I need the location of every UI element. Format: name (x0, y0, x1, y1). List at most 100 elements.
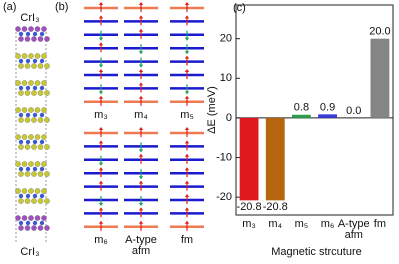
panel-label: (a) (3, 1, 16, 13)
atom-i (41, 26, 47, 32)
atom-cr (18, 139, 24, 145)
x-tick-label: fm (373, 218, 387, 230)
atom-i (24, 63, 31, 69)
atom-i (21, 188, 28, 194)
atom-cr (39, 58, 45, 64)
config-label: m₃ (94, 108, 108, 121)
x-tick-label: m₆ (320, 218, 335, 230)
atom-i (31, 144, 37, 150)
atom-i (21, 26, 28, 32)
atom-cr (39, 31, 45, 37)
atom-cr (39, 193, 45, 199)
atom-cr (32, 139, 38, 145)
atom-i (41, 107, 47, 113)
atom-i (44, 171, 50, 177)
value-label: 0.9 (320, 101, 335, 113)
spin-head (138, 149, 144, 153)
atom-i (34, 107, 41, 113)
atom-cr (25, 58, 31, 64)
spin-head (98, 180, 104, 184)
bar (318, 114, 338, 118)
atom-i (24, 171, 31, 177)
x-axis-title: Magnetic strcuture (271, 246, 362, 258)
atom-cr (18, 220, 24, 226)
atom-cr (32, 85, 38, 91)
bar (239, 117, 259, 201)
atom-i (21, 134, 28, 140)
atom-i (28, 134, 34, 140)
spin-head (98, 42, 104, 46)
atom-i (15, 80, 21, 86)
atom-i (15, 26, 21, 32)
atom-i (24, 90, 31, 96)
atom-cr (32, 58, 38, 64)
value-label: -20.8 (263, 201, 288, 213)
atom-i (21, 53, 28, 59)
spin-head (98, 220, 104, 224)
spin-head (98, 15, 104, 19)
atom-i (18, 198, 24, 204)
atom-cr (39, 85, 45, 91)
atom-i (34, 188, 41, 194)
atom-i (21, 107, 28, 113)
spin-head (138, 127, 144, 130)
atom-i (15, 107, 21, 113)
atom-cr (32, 220, 38, 226)
atom-i (37, 171, 44, 177)
y-tick-label: -10 (216, 151, 232, 163)
x-tick-label: A-type afm (337, 218, 370, 241)
atom-i (18, 90, 24, 96)
spin-head (138, 51, 144, 55)
atom-cr (39, 220, 45, 226)
spin-head (184, 194, 190, 197)
atom-i (44, 36, 50, 42)
spin-head (184, 95, 190, 99)
atom-cr (39, 139, 45, 145)
atom-i (34, 53, 41, 59)
spin-head (184, 180, 190, 184)
atom-cr (32, 112, 38, 118)
atom-cr (32, 31, 38, 37)
atom-i (31, 117, 37, 123)
atom-i (24, 36, 31, 42)
spin-head (98, 203, 104, 206)
atom-i (18, 144, 24, 150)
spin-head (184, 55, 190, 59)
atom-cr (18, 166, 24, 172)
atom-cr (18, 112, 24, 118)
atom-i (24, 144, 31, 150)
spin-head (184, 153, 190, 157)
atom-cr (18, 58, 24, 64)
spin-head (98, 140, 104, 144)
atom-i (24, 117, 31, 123)
spin-head (138, 220, 144, 224)
atom-i (18, 225, 24, 231)
spin-head (98, 167, 104, 171)
x-tick-label: m₄ (268, 218, 283, 230)
config-label: fm (180, 233, 194, 246)
atom-i (28, 107, 34, 113)
value-label: -20.8 (237, 201, 262, 213)
spin-head (98, 37, 104, 41)
atom-i (21, 161, 28, 167)
atom-cr (25, 31, 31, 37)
x-tick-label: m₃ (242, 218, 256, 230)
atom-cr (32, 166, 38, 172)
atom-cr (39, 112, 45, 118)
atom-i (31, 63, 37, 69)
atom-cr (25, 112, 31, 118)
spin-head (138, 69, 144, 72)
atom-i (41, 80, 47, 86)
spin-head (184, 37, 190, 41)
config-label: m₄ (134, 108, 148, 121)
spin-head (138, 153, 144, 157)
y-tick-label: 20 (220, 33, 232, 45)
spin-head (138, 15, 144, 19)
atom-i (24, 225, 31, 231)
atom-i (44, 63, 50, 69)
atom-i (28, 215, 34, 221)
spin-head (138, 64, 144, 68)
panel-label: (c) (233, 2, 246, 14)
atom-i (37, 36, 44, 42)
